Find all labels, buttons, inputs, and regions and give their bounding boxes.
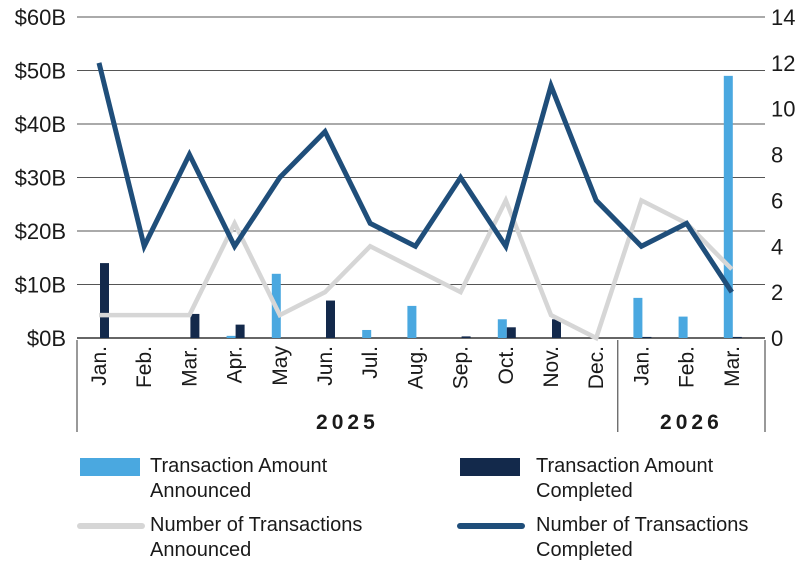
- x-axis-category-label: Dec.: [585, 346, 608, 389]
- left-axis-tick-label: $40B: [15, 112, 66, 137]
- x-axis-category-label: Oct.: [495, 346, 518, 385]
- x-axis-category-label: Jul.: [359, 346, 382, 379]
- left-axis-tick-label: $50B: [15, 59, 66, 84]
- legend-label: Announced: [150, 480, 251, 502]
- right-axis-tick-label: 10: [771, 97, 795, 122]
- left-axis-tick-label: $30B: [15, 166, 66, 191]
- x-axis-category-label: Aug.: [404, 346, 427, 389]
- bar-completed: [552, 319, 561, 338]
- bar-completed: [642, 337, 651, 338]
- legend-label: Completed: [536, 539, 633, 561]
- bar-completed: [326, 301, 335, 338]
- x-axis-category-label: Sep.: [450, 346, 473, 389]
- bar-completed: [733, 337, 742, 338]
- group-year-label: 2025: [316, 411, 379, 434]
- left-axis-tick-label: $20B: [15, 219, 66, 244]
- left-axis-tick-label: $0B: [27, 326, 66, 351]
- bar-announced: [407, 306, 416, 338]
- right-axis-tick-label: 2: [771, 280, 783, 305]
- bar-announced: [498, 319, 507, 338]
- x-axis-category-label: Feb.: [676, 346, 699, 388]
- bar-completed: [507, 327, 516, 338]
- legend-swatch: [460, 458, 520, 476]
- x-axis-category-label: Mar.: [178, 346, 201, 387]
- right-axis-tick-label: 0: [771, 326, 783, 351]
- bar-completed: [190, 314, 199, 338]
- x-axis-category-label: Jun.: [314, 346, 337, 386]
- bar-announced: [227, 336, 236, 338]
- legend-label: Number of Transactions: [536, 514, 748, 536]
- right-axis-tick-label: 4: [771, 234, 783, 259]
- right-axis-tick-label: 12: [771, 51, 795, 76]
- x-axis-category-label: May: [269, 346, 292, 386]
- bar-announced: [679, 317, 688, 338]
- x-axis-category-label: Feb.: [133, 346, 156, 388]
- legend-label: Announced: [150, 539, 251, 561]
- legend: Transaction Amount Announced Transaction A…: [80, 455, 748, 561]
- right-axis-tick-label: 8: [771, 143, 783, 168]
- group-year-label: 2026: [660, 411, 723, 434]
- x-axis-category-label: Apr.: [224, 346, 247, 383]
- right-axis-tick-label: 14: [771, 5, 795, 30]
- left-axis-tick-label: $60B: [15, 5, 66, 30]
- legend-swatch: [80, 458, 140, 476]
- x-axis-category-label: Mar.: [721, 346, 744, 387]
- legend-label: Number of Transactions: [150, 514, 362, 536]
- legend-label: Transaction Amount: [150, 455, 328, 477]
- bar-announced: [633, 298, 642, 338]
- x-axis-category-label: Jan.: [630, 346, 653, 386]
- x-axis-category-label: Nov.: [540, 346, 563, 388]
- bar-completed: [100, 263, 109, 338]
- bar-completed: [462, 336, 471, 338]
- x-axis-category-label: Jan.: [88, 346, 111, 386]
- bar-completed: [236, 325, 245, 338]
- lines: [99, 63, 732, 338]
- legend-label: Completed: [536, 480, 633, 502]
- legend-label: Transaction Amount: [536, 455, 714, 477]
- bar-announced: [724, 76, 733, 338]
- left-axis-tick-label: $10B: [15, 273, 66, 298]
- right-axis-tick-label: 6: [771, 188, 783, 213]
- bar-announced: [362, 330, 371, 338]
